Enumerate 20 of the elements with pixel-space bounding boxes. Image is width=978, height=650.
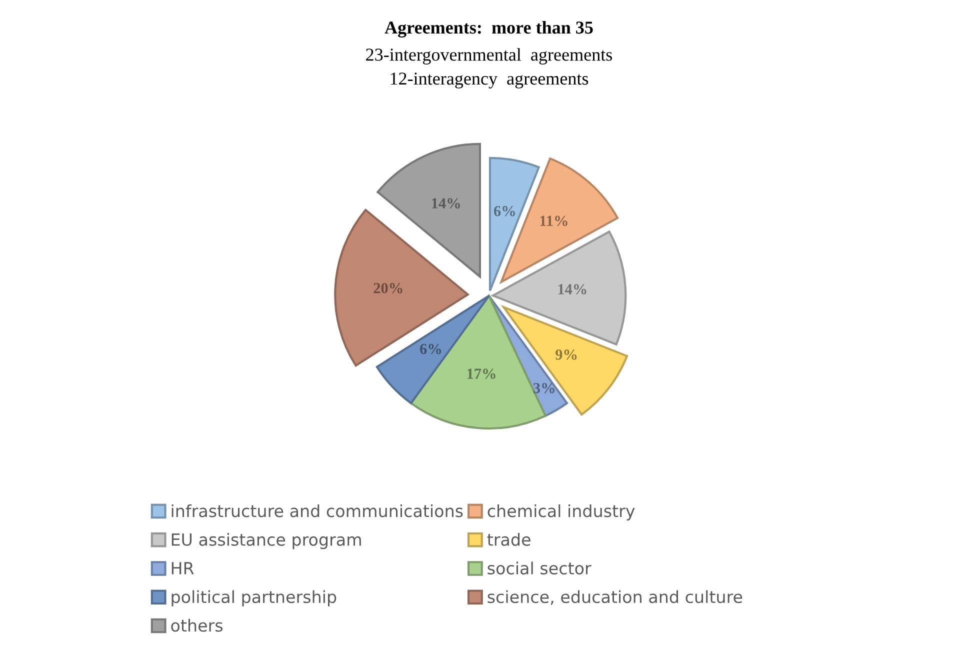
data-label: 3% <box>533 382 554 394</box>
data-label: 9% <box>556 349 577 360</box>
legend-label: science, education and culture <box>488 590 742 605</box>
data-label: 11% <box>540 216 568 226</box>
data-label: 14% <box>558 284 586 294</box>
legend-label: political partnership <box>172 590 336 606</box>
chart-title: Agreements: more than 35 <box>384 20 593 38</box>
data-label: 6% <box>420 344 442 354</box>
data-label: 14% <box>432 198 460 208</box>
legend-label: trade <box>487 532 530 546</box>
legend-label: others <box>171 618 223 632</box>
data-label: 6% <box>494 206 515 216</box>
data-label: 20% <box>374 283 402 294</box>
data-label: 17% <box>467 368 496 379</box>
legend-label: HR <box>172 562 194 574</box>
chart-subtitle: 23-intergovernmental agreements 12-interagency agreements <box>366 48 612 88</box>
legend-label: chemical industry <box>488 504 635 520</box>
legend-label: social sector <box>488 562 592 575</box>
legend-label: infrastructure and communications <box>172 504 463 518</box>
legend-label: EU assistance program <box>172 532 361 550</box>
